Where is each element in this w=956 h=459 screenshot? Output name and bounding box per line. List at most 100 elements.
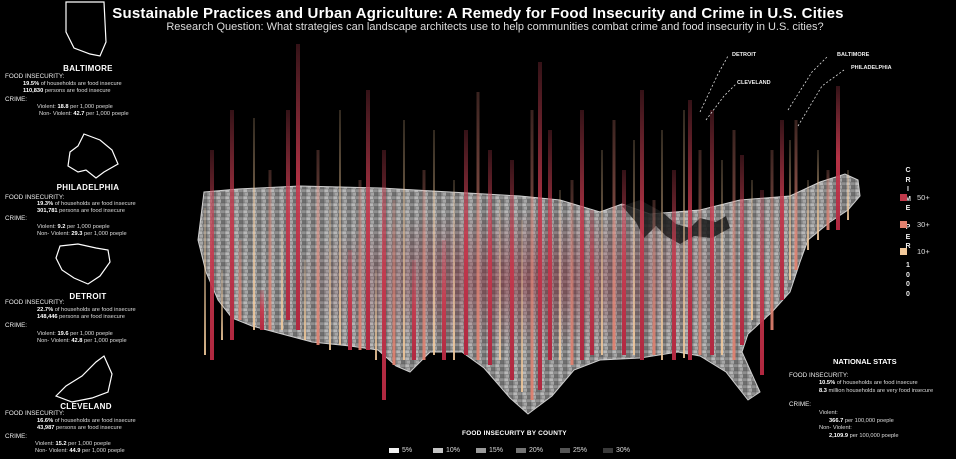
food-legend-item: 5% (389, 447, 412, 454)
food-legend-label: 25% (573, 447, 588, 454)
crime-beam (807, 180, 809, 250)
crime-beam (760, 190, 764, 375)
food-line-1: 19.3% of households are food insecure (37, 201, 136, 207)
crime-beam (392, 200, 396, 365)
crime-beam (281, 230, 283, 330)
crime-legend-letter: I (907, 186, 909, 193)
crime-beam (732, 130, 736, 360)
violent-line: Violent: 9.2 per 1,000 poeple (37, 224, 110, 230)
food-legend-swatch (476, 448, 486, 453)
crime-legend-letter: M (905, 195, 911, 203)
crime-beam (268, 170, 272, 330)
city-name: DETROIT (69, 292, 107, 301)
nonviolent-line: Non- Violent: 29.3 per 1,000 poeple (37, 231, 127, 237)
crime-beam (740, 155, 744, 345)
callout-philadelphia: PHILADELPHIA (851, 65, 892, 71)
national-violent-line: 366.7 per 100,000 poeple (829, 418, 894, 424)
crime-beam (433, 130, 435, 355)
food-legend-item: 20% (516, 447, 543, 454)
crime-beam (794, 120, 798, 270)
food-legend-item: 15% (476, 447, 503, 454)
crime-beam (590, 210, 594, 355)
crime-swatch (900, 194, 907, 201)
crime-legend-letter: E (905, 205, 911, 212)
nonviolent-line: Non- Violent: 42.8 per 1,000 poeple (37, 338, 127, 344)
crime-beam (633, 140, 635, 355)
violent-line: Violent: 15.2 per 1,000 poeple (35, 441, 111, 447)
crime-beam (548, 130, 552, 360)
national-nonviolent-line: 2,109.9 per 100,000 poeple (829, 433, 899, 439)
crime-beam (339, 110, 341, 345)
crime-beam (817, 150, 819, 240)
food-line-2: 110,830 persons are food insecure (23, 88, 111, 94)
crime-beam (751, 180, 753, 320)
callout-cleveland: CLEVELAND (737, 80, 771, 86)
crime-beam (210, 150, 214, 360)
crime-beam (559, 190, 561, 360)
city-name: BALTIMORE (63, 64, 113, 73)
food-legend-swatch (389, 448, 399, 453)
crime-key-50: 50+ (900, 193, 930, 202)
food-legend-label: 15% (489, 447, 504, 454)
crime-beam (442, 240, 446, 360)
national-food-line-1: 10.5% of households are food insecure (819, 380, 918, 386)
crime-beam (366, 90, 370, 350)
violent-line: Violent: 18.8 per 1,000 poeple (37, 104, 113, 110)
crime-beam (580, 110, 584, 360)
crime-beam (622, 170, 626, 355)
crime-beam (826, 170, 830, 230)
national-nonviolent-label: Non- Violent: (819, 425, 852, 431)
crime-swatch (900, 221, 907, 228)
crime-beam (422, 170, 426, 360)
crime-beam (521, 220, 523, 392)
crime-key-10: 10+ (900, 247, 930, 256)
callout-detroit: DETROIT (732, 52, 757, 58)
food-legend-item: 10% (433, 447, 460, 454)
crime-beam (238, 240, 242, 320)
crime-beam (683, 110, 685, 358)
crime-beam (488, 150, 492, 365)
food-line-2: 43,987 persons are food insecure (37, 425, 122, 431)
crime-beam (538, 62, 542, 390)
crime-beam (601, 150, 603, 355)
food-legend-swatch (560, 448, 570, 453)
callout-baltimore: BALTIMORE (837, 52, 870, 58)
food-insecurity-label: FOOD INSECURITY: (5, 410, 65, 417)
crime-beams (204, 44, 849, 400)
national-food-label: FOOD INSECURITY: (789, 372, 849, 379)
food-legend-label: 20% (529, 447, 544, 454)
crime-key-30: 30+ (900, 220, 930, 229)
crime-beam (403, 120, 405, 360)
crime-legend-letter: R (905, 176, 911, 184)
food-line-1: 22.7% of households are food insecure (37, 307, 136, 313)
food-legend-label: 10% (446, 447, 461, 454)
crime-beam (530, 110, 534, 400)
crime-beam (329, 200, 331, 350)
food-insecurity-label: FOOD INSECURITY: (5, 299, 65, 306)
crime-legend-letter: 0 (906, 290, 910, 298)
city-name: PHILADELPHIA (56, 183, 120, 192)
crime-beam (780, 120, 784, 300)
violent-line: Violent: 19.6 per 1,000 poeple (37, 331, 113, 337)
main-title: Sustainable Practices and Urban Agricult… (112, 5, 844, 22)
food-legend-swatch (603, 448, 613, 453)
philadelphia-outline (67, 133, 119, 179)
crime-beam (770, 150, 774, 330)
nonviolent-line: Non- Violent: 44.9 per 1,000 poeple (35, 448, 125, 454)
crime-beam (348, 250, 352, 350)
crime-beam (698, 150, 702, 355)
national-food-line-2: 8.3 million households are very food ins… (819, 388, 934, 394)
crime-beam (640, 90, 644, 360)
crime-swatch (900, 248, 907, 255)
cleveland-outline (54, 355, 113, 403)
research-question: Research Question: What strategies can l… (166, 21, 824, 33)
crime-beam (382, 150, 386, 400)
crime-beam (296, 44, 300, 330)
food-insecurity-label: FOOD INSECURITY: (5, 194, 65, 201)
crime-beam (286, 110, 290, 320)
crime-beam (375, 270, 377, 360)
crime-beam (661, 130, 663, 360)
crime-beam (789, 140, 791, 280)
crime-label: CRIME: (5, 433, 28, 440)
